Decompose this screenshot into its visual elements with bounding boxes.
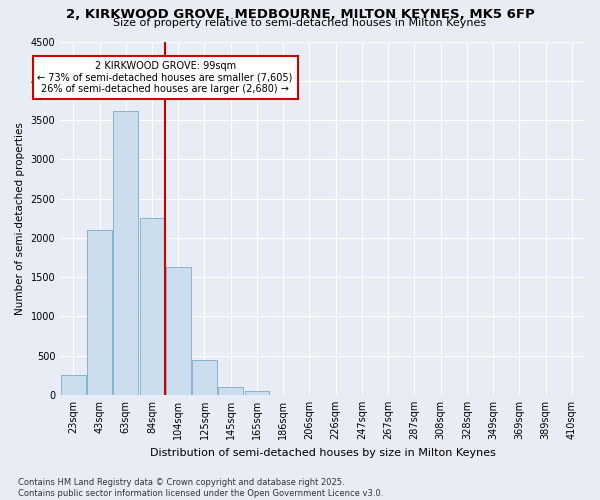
Y-axis label: Number of semi-detached properties: Number of semi-detached properties: [15, 122, 25, 314]
Text: 2 KIRKWOOD GROVE: 99sqm
← 73% of semi-detached houses are smaller (7,605)
26% of: 2 KIRKWOOD GROVE: 99sqm ← 73% of semi-de…: [37, 61, 293, 94]
Bar: [192, 360, 217, 395]
Bar: [218, 387, 243, 395]
Bar: [87, 230, 112, 395]
Text: Size of property relative to semi-detached houses in Milton Keynes: Size of property relative to semi-detach…: [113, 18, 487, 28]
Text: Contains HM Land Registry data © Crown copyright and database right 2025.
Contai: Contains HM Land Registry data © Crown c…: [18, 478, 383, 498]
Bar: [245, 391, 269, 395]
Bar: [61, 375, 86, 395]
Bar: [166, 267, 191, 395]
X-axis label: Distribution of semi-detached houses by size in Milton Keynes: Distribution of semi-detached houses by …: [149, 448, 496, 458]
Bar: [113, 110, 138, 395]
Text: 2, KIRKWOOD GROVE, MEDBOURNE, MILTON KEYNES, MK5 6FP: 2, KIRKWOOD GROVE, MEDBOURNE, MILTON KEY…: [65, 8, 535, 20]
Bar: [140, 218, 164, 395]
